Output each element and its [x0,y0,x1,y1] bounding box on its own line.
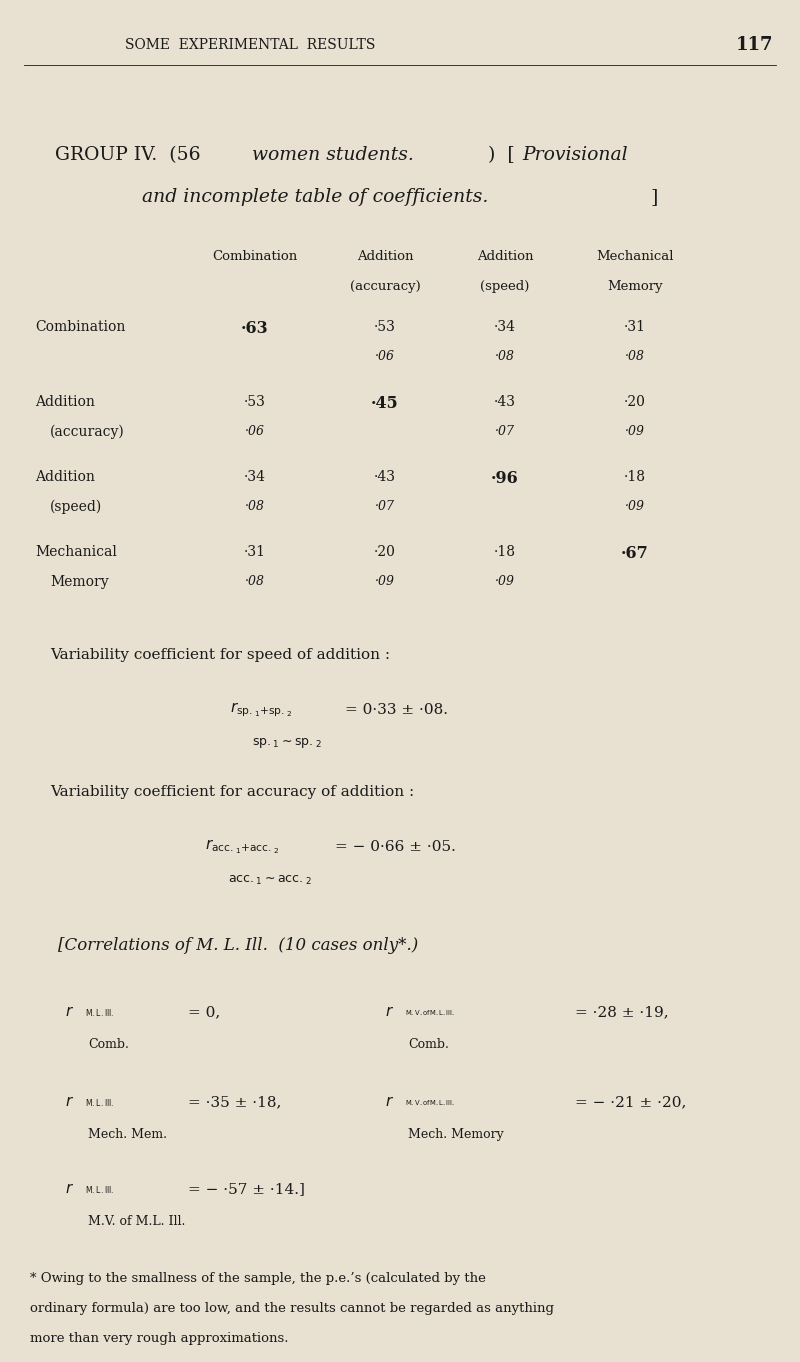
Text: (accuracy): (accuracy) [50,425,125,440]
Text: * Owing to the smallness of the sample, the p.e.’s (calculated by the: * Owing to the smallness of the sample, … [30,1272,486,1284]
Text: $_{\mathregular{M.L. Ill.}}$: $_{\mathregular{M.L. Ill.}}$ [85,1098,114,1110]
Text: ·31: ·31 [244,545,266,558]
Text: = − 0·66 ± ·05.: = − 0·66 ± ·05. [335,840,456,854]
Text: $r$: $r$ [65,1182,74,1196]
Text: ·07: ·07 [495,425,515,439]
Text: ·18: ·18 [494,545,516,558]
Text: Combination: Combination [35,320,126,334]
Text: Variability coefficient for speed of addition :: Variability coefficient for speed of add… [50,648,390,662]
Text: $r$: $r$ [65,1095,74,1109]
Text: = 0,: = 0, [188,1005,220,1019]
Text: Mech. Mem.: Mech. Mem. [88,1128,167,1141]
Text: Mech. Memory: Mech. Memory [408,1128,504,1141]
Text: ·09: ·09 [375,575,395,588]
Text: ·43: ·43 [374,470,396,484]
Text: ·09: ·09 [625,425,645,439]
Text: 117: 117 [736,35,774,54]
Text: $r$: $r$ [65,1005,74,1019]
Text: M.V. of M.L. Ill.: M.V. of M.L. Ill. [88,1215,186,1229]
Text: ·45: ·45 [371,395,399,411]
Text: ]: ] [650,188,658,206]
Text: ·53: ·53 [244,395,266,409]
Text: ·08: ·08 [625,350,645,364]
Text: ·06: ·06 [245,425,265,439]
Text: $r$: $r$ [385,1095,394,1109]
Text: Addition: Addition [357,251,414,263]
Text: $_{\mathregular{M.V. of M.L. Ill.}}$: $_{\mathregular{M.V. of M.L. Ill.}}$ [405,1098,455,1109]
Text: (speed): (speed) [480,281,530,293]
Text: ·96: ·96 [491,470,519,488]
Text: ·43: ·43 [494,395,516,409]
Text: ·20: ·20 [624,395,646,409]
Text: ·53: ·53 [374,320,396,334]
Text: = − ·57 ± ·14.]: = − ·57 ± ·14.] [188,1182,305,1196]
Text: ·31: ·31 [624,320,646,334]
Text: (speed): (speed) [50,500,102,515]
Text: [Correlations of M. L. Ill.  (10 cases only*.): [Correlations of M. L. Ill. (10 cases on… [58,937,418,953]
Text: and incomplete table of coefficients.: and incomplete table of coefficients. [142,188,488,206]
Text: ·20: ·20 [374,545,396,558]
Text: ·67: ·67 [621,545,649,563]
Text: Comb.: Comb. [408,1038,449,1051]
Text: ordinary formula) are too low, and the results cannot be regarded as anything: ordinary formula) are too low, and the r… [30,1302,554,1314]
Text: Variability coefficient for accuracy of addition :: Variability coefficient for accuracy of … [50,785,414,799]
Text: GROUP IV.  (56: GROUP IV. (56 [55,146,204,163]
Text: ·08: ·08 [245,500,265,513]
Text: women students.: women students. [252,146,414,163]
Text: more than very rough approximations.: more than very rough approximations. [30,1332,289,1346]
Text: $_{\mathregular{M.V. of M.L. Ill.}}$: $_{\mathregular{M.V. of M.L. Ill.}}$ [405,1008,455,1017]
Text: ·07: ·07 [375,500,395,513]
Text: $r_{\mathregular{sp.}_1\mathregular{+sp.}_2}$: $r_{\mathregular{sp.}_1\mathregular{+sp.… [230,700,292,719]
Text: $\mathregular{acc.}_1\mathregular{\sim acc.}_2$: $\mathregular{acc.}_1\mathregular{\sim a… [228,873,312,887]
Text: Addition: Addition [35,395,95,409]
Text: Combination: Combination [212,251,298,263]
Text: ·09: ·09 [495,575,515,588]
Text: ·09: ·09 [625,500,645,513]
Text: Comb.: Comb. [88,1038,129,1051]
Text: ·34: ·34 [244,470,266,484]
Text: ·34: ·34 [494,320,516,334]
Text: Mechanical: Mechanical [35,545,117,558]
Text: $r$: $r$ [385,1005,394,1019]
Text: ·18: ·18 [624,470,646,484]
Text: (accuracy): (accuracy) [350,281,420,293]
Text: )  [: ) [ [488,146,514,163]
Text: Provisional: Provisional [522,146,628,163]
Text: Addition: Addition [477,251,534,263]
Text: ·63: ·63 [241,320,269,336]
Text: = − ·21 ± ·20,: = − ·21 ± ·20, [575,1095,686,1109]
Text: $_{\mathregular{M.L. Ill.}}$: $_{\mathregular{M.L. Ill.}}$ [85,1185,114,1197]
Text: $\mathregular{sp.}_1\mathregular{\sim sp.}_2$: $\mathregular{sp.}_1\mathregular{\sim sp… [252,735,322,750]
Text: = ·35 ± ·18,: = ·35 ± ·18, [188,1095,282,1109]
Text: Addition: Addition [35,470,95,484]
Text: $_{\mathregular{M.L. Ill.}}$: $_{\mathregular{M.L. Ill.}}$ [85,1008,114,1020]
Text: $r_{\mathregular{acc.}_1\mathregular{+acc.}_2}$: $r_{\mathregular{acc.}_1\mathregular{+ac… [205,838,279,857]
Text: = 0·33 ± ·08.: = 0·33 ± ·08. [345,703,448,716]
Text: ·08: ·08 [245,575,265,588]
Text: = ·28 ± ·19,: = ·28 ± ·19, [575,1005,669,1019]
Text: SOME  EXPERIMENTAL  RESULTS: SOME EXPERIMENTAL RESULTS [125,38,375,52]
Text: ·06: ·06 [375,350,395,364]
Text: ·08: ·08 [495,350,515,364]
Text: Memory: Memory [50,575,109,588]
Text: Mechanical: Mechanical [596,251,674,263]
Text: Memory: Memory [607,281,663,293]
